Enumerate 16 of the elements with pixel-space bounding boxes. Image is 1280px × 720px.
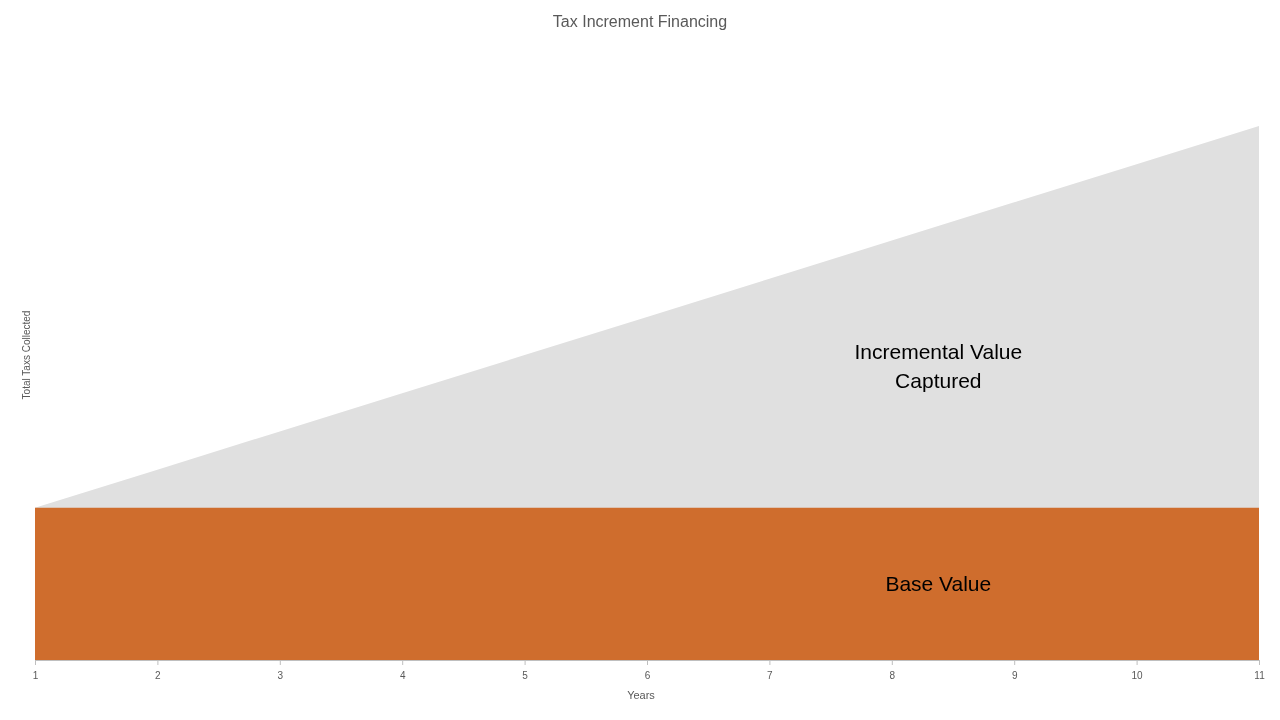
x-tick-label: 4 bbox=[399, 670, 406, 682]
x-tick-label: 5 bbox=[522, 670, 529, 682]
x-tick-label: 8 bbox=[889, 670, 896, 682]
x-tick-label: 6 bbox=[644, 670, 651, 682]
series-label: Base Value bbox=[885, 571, 992, 595]
x-axis-title: Years bbox=[627, 689, 656, 701]
x-tick-label: 7 bbox=[767, 670, 774, 682]
x-tick-label: 10 bbox=[1131, 670, 1144, 682]
y-axis-title: Total Taxs Collected bbox=[21, 310, 32, 400]
x-tick-label: 11 bbox=[1254, 670, 1266, 682]
x-tick-label: 3 bbox=[277, 670, 284, 682]
series-label: Incremental Value Captured bbox=[854, 340, 1023, 393]
x-tick-label: 2 bbox=[155, 670, 162, 682]
x-tick-label: 1 bbox=[32, 670, 39, 682]
chart-title: Tax Increment Financing bbox=[552, 13, 728, 30]
x-tick-label: 9 bbox=[1011, 670, 1018, 682]
